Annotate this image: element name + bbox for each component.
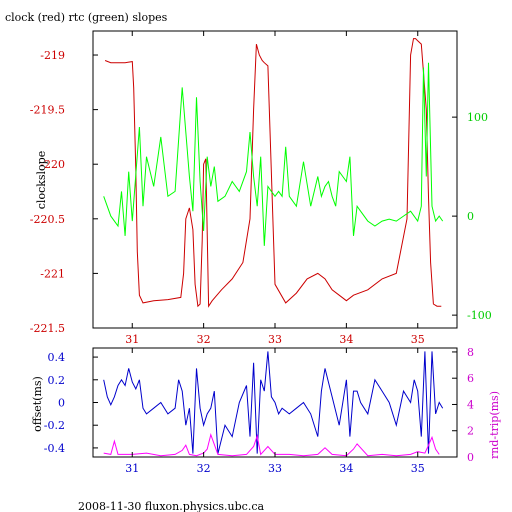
clockslope-x-axis: 31 32 33 34 35 [125, 31, 425, 346]
chart-title: clock (red) rtc (green) slopes [5, 11, 168, 24]
x-tick-label: 31 [125, 462, 139, 475]
offset-y-axis: 0.4 0.2 0 -0.2 -0.4 [44, 351, 98, 455]
x-tick-label: 34 [339, 333, 353, 346]
clockslope-y-axis-label: clockslope [35, 151, 48, 209]
x-tick-label: 32 [197, 333, 211, 346]
y-tick-label: -220 [40, 158, 65, 171]
x-tick-label: 32 [197, 462, 211, 475]
offset-x-axis: 31 32 33 34 35 [125, 348, 425, 475]
rtc-slope-line [103, 62, 444, 246]
y-tick-label: -0.4 [44, 442, 65, 455]
y2-tick-label: 4 [467, 398, 474, 411]
x-tick-label: 35 [411, 462, 425, 475]
y2-tick-label: 2 [467, 425, 474, 438]
x-tick-label: 35 [411, 333, 425, 346]
x-tick-label: 34 [339, 462, 353, 475]
x-tick-label: 33 [268, 333, 282, 346]
x-tick-label: 33 [268, 462, 282, 475]
y-tick-label: -221 [40, 267, 65, 280]
y-tick-label: 0.4 [48, 351, 66, 364]
offset-series-group [103, 351, 444, 457]
clockslope-panel: 31 32 33 34 35 -219 -219.5 -220 -220.5 -221 -221.… [30, 30, 492, 346]
y2-tick-label: 0 [467, 210, 474, 223]
y-tick-label: -219 [40, 49, 65, 62]
y-tick-label: -219.5 [30, 104, 65, 117]
y2-tick-label: 8 [467, 346, 474, 359]
rtc-slope-y-axis: 100 0 -100 [452, 111, 492, 322]
y2-tick-label: 6 [467, 372, 474, 385]
footer-text: 2008-11-30 fluxon.physics.ubc.ca [78, 500, 264, 512]
y-tick-label: 0.2 [48, 374, 66, 387]
y2-tick-label: 0 [467, 451, 474, 464]
rnd-trip-line [103, 432, 440, 457]
offset-line [103, 351, 444, 454]
x-tick-label: 31 [125, 333, 139, 346]
y-tick-label: 0 [58, 397, 65, 410]
clockslope-series-group [103, 38, 444, 308]
y-tick-label: -0.2 [44, 419, 65, 432]
y2-tick-label: 100 [467, 111, 488, 124]
offset-panel: 31 32 33 34 35 0.4 0.2 0 -0.2 -0.4 8 6 4 2 0 offset(… [31, 346, 501, 475]
rnd-trip-y-axis-label: rnd-trip(ms) [488, 391, 501, 459]
y-tick-label: -221.5 [30, 322, 65, 335]
y-tick-label: -220.5 [30, 213, 65, 226]
clockslope-y-axis: -219 -219.5 -220 -220.5 -221 -221.5 [30, 49, 98, 335]
clock-slope-line [104, 38, 442, 308]
y2-tick-label: -100 [467, 309, 492, 322]
offset-y-axis-label: offset(ms) [31, 376, 44, 432]
rnd-trip-y-axis: 8 6 4 2 0 [452, 346, 474, 464]
